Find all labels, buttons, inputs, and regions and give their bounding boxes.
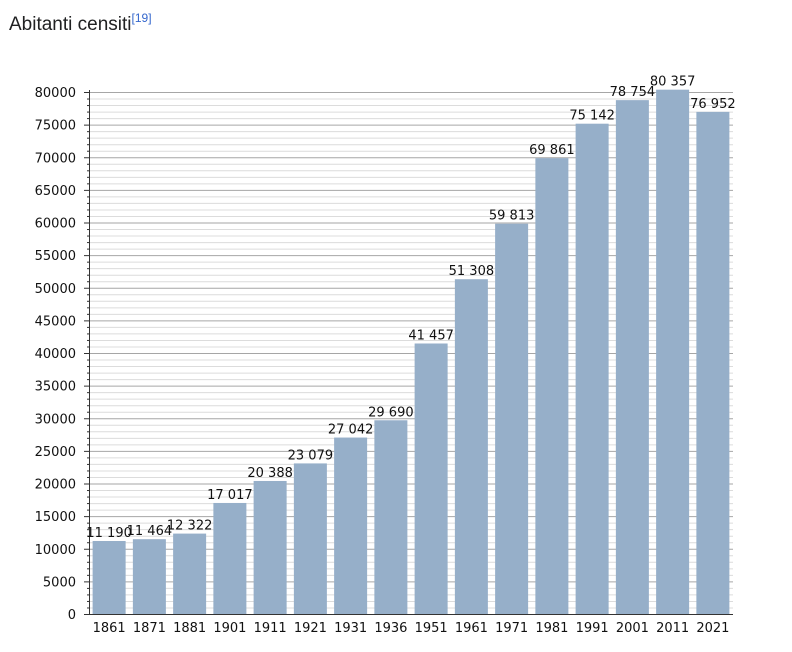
data-label-1971: 59 813 (489, 209, 535, 224)
x-tick-label-1921: 1921 (294, 621, 327, 636)
bar-1861 (92, 540, 126, 614)
y-tick-label: 15000 (35, 510, 76, 525)
data-label-1931: 27 042 (328, 423, 374, 438)
data-label-2011: 80 357 (650, 75, 696, 90)
y-tick-label: 0 (68, 608, 76, 623)
x-tick-label-1971: 1971 (495, 621, 528, 636)
y-tick-label: 30000 (35, 412, 76, 427)
y-tick-label: 70000 (35, 151, 76, 166)
axes-layer (84, 90, 733, 615)
bar-2001 (615, 100, 649, 615)
data-label-2021: 76 952 (690, 97, 736, 112)
y-tick-label: 75000 (35, 119, 76, 134)
y-tick-label: 20000 (35, 478, 76, 493)
data-label-1951: 41 457 (408, 328, 454, 343)
y-tick-label: 25000 (35, 445, 76, 460)
y-tick-label: 80000 (35, 86, 76, 101)
y-tick-label: 5000 (43, 575, 76, 590)
x-tick-label-1981: 1981 (535, 621, 568, 636)
x-tick-label-1961: 1961 (455, 621, 488, 636)
data-label-1981: 69 861 (529, 143, 575, 158)
bar-1911 (253, 480, 287, 614)
bar-1981 (535, 158, 569, 614)
data-label-2001: 78 754 (610, 85, 656, 100)
data-label-1901: 17 017 (207, 488, 253, 503)
bar-1881 (173, 533, 207, 614)
chart-heading: Abitanti censiti[19] (9, 11, 152, 36)
bars-layer (92, 89, 730, 615)
y-tick-label: 60000 (35, 217, 76, 232)
data-label-1936: 29 690 (368, 405, 414, 420)
data-label-1911: 20 388 (247, 466, 293, 481)
reference-link[interactable]: [19] (131, 11, 152, 25)
x-tick-label-1901: 1901 (213, 621, 246, 636)
x-tick-label-2011: 2011 (656, 621, 689, 636)
bar-2011 (656, 89, 690, 614)
y-tick-label: 40000 (35, 347, 76, 362)
x-tick-label-1951: 1951 (415, 621, 448, 636)
bar-1931 (334, 437, 368, 614)
x-tick-label-2021: 2021 (696, 621, 729, 636)
bar-1901 (213, 502, 247, 614)
bar-1871 (132, 539, 166, 614)
y-tick-label: 55000 (35, 249, 76, 264)
x-tick-label-1991: 1991 (576, 621, 609, 636)
data-label-1991: 75 142 (569, 109, 615, 124)
x-tick-label-1881: 1881 (173, 621, 206, 636)
bar-1951 (414, 343, 448, 614)
y-tick-label: 45000 (35, 314, 76, 329)
x-tick-label-1911: 1911 (254, 621, 287, 636)
y-tick-label: 50000 (35, 282, 76, 297)
y-tick-label: 65000 (35, 184, 76, 199)
bar-1936 (374, 420, 408, 614)
data-label-1871: 11 464 (127, 524, 173, 539)
bar-1991 (575, 123, 609, 614)
bar-1961 (454, 279, 488, 614)
y-tick-label: 35000 (35, 380, 76, 395)
data-label-1921: 23 079 (288, 448, 334, 463)
data-label-1861: 11 190 (86, 526, 132, 541)
bar-2021 (696, 111, 730, 615)
y-tick-label: 10000 (35, 543, 76, 558)
x-tick-label-2001: 2001 (616, 621, 649, 636)
x-tick-label-1871: 1871 (133, 621, 166, 636)
x-tick-label-1936: 1936 (374, 621, 407, 636)
bar-1971 (495, 223, 529, 615)
labels-layer: 0 5000 10000 15000 20000 25000 30000 35000 40000… (35, 75, 736, 636)
data-label-1881: 12 322 (167, 519, 213, 534)
x-tick-label-1861: 1861 (93, 621, 126, 636)
bar-1921 (293, 463, 327, 614)
data-label-1961: 51 308 (449, 264, 495, 279)
chart-title: Abitanti censiti (9, 14, 132, 35)
x-tick-label-1931: 1931 (334, 621, 367, 636)
